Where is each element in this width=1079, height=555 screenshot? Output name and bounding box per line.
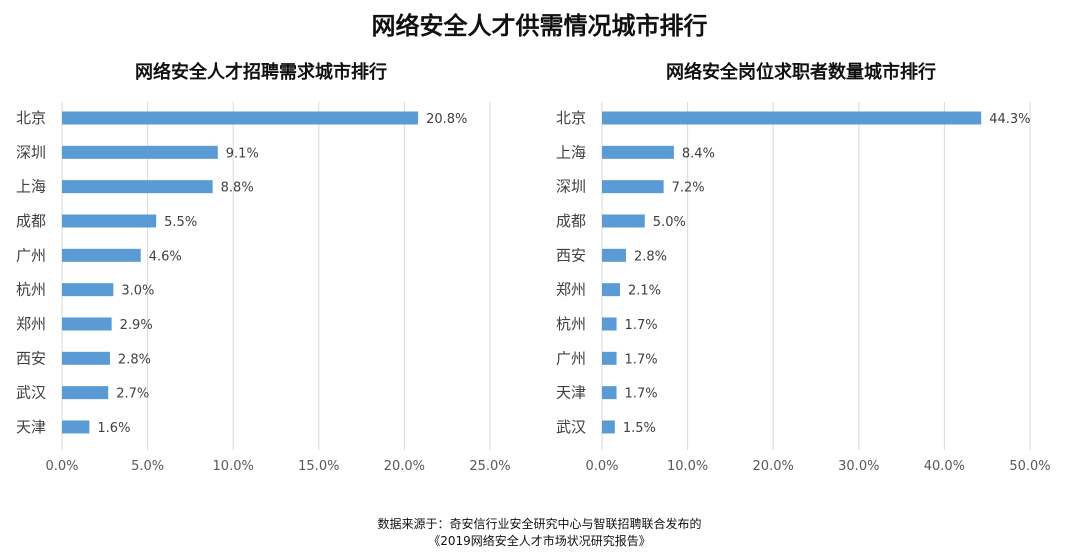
bar — [62, 283, 114, 297]
data-label: 4.6% — [149, 249, 182, 264]
x-tick-label: 15.0% — [298, 459, 339, 474]
category-label: 广州 — [556, 349, 586, 367]
data-label: 1.7% — [625, 387, 658, 402]
chart-recruitment-demand: 网络安全人才招聘需求城市排行 0.0% 5.0% 10.0% 15.0% 20.0% 25.… — [0, 52, 540, 482]
category-label: 杭州 — [556, 315, 586, 333]
bar — [602, 111, 982, 125]
bar — [62, 111, 419, 125]
data-label: 5.0% — [653, 215, 686, 230]
bar — [62, 317, 112, 331]
category-label: 北京 — [556, 109, 586, 127]
bar — [62, 180, 213, 194]
x-tick-label: 20.0% — [753, 459, 794, 474]
data-label: 7.2% — [672, 181, 705, 196]
x-tick-label: 25.0% — [469, 459, 510, 474]
data-label: 1.6% — [97, 421, 130, 436]
category-label: 广州 — [16, 246, 46, 264]
main-title: 网络安全人才供需情况城市排行 — [371, 12, 708, 40]
category-label: 郑州 — [16, 315, 46, 333]
x-tick-label: 10.0% — [213, 459, 254, 474]
x-tick-label: 20.0% — [384, 459, 425, 474]
data-label: 2.8% — [634, 249, 667, 264]
chart-job-seekers-svg: 网络安全岗位求职者数量城市排行 0.0% 10.0% 20.0% 30.0% 40.0% 5… — [556, 61, 1051, 474]
x-tick-label: 50.0% — [1009, 459, 1050, 474]
data-label: 1.7% — [625, 352, 658, 367]
x-tick-label: 30.0% — [838, 459, 879, 474]
bar — [62, 386, 109, 400]
bar — [62, 214, 157, 228]
x-tick-label: 5.0% — [131, 459, 164, 474]
x-tick-label: 0.0% — [585, 459, 618, 474]
category-label: 武汉 — [16, 384, 46, 402]
chart-job-seekers: 网络安全岗位求职者数量城市排行 0.0% 10.0% 20.0% 30.0% 40.0% 5… — [540, 52, 1079, 482]
bar — [62, 145, 218, 159]
category-label: 上海 — [556, 143, 586, 161]
source-note: 数据来源于：奇安信行业安全研究中心与智联招聘联合发布的 《2019网络安全人才市… — [0, 516, 1079, 550]
bar — [62, 420, 90, 434]
data-label: 44.3% — [989, 112, 1030, 127]
category-label: 成都 — [556, 212, 586, 230]
bar — [602, 145, 674, 159]
bar — [602, 283, 620, 297]
chart-recruitment-demand-svg: 网络安全人才招聘需求城市排行 0.0% 5.0% 10.0% 15.0% 20.0% 25.… — [16, 61, 511, 474]
bar — [602, 317, 617, 331]
bar — [602, 214, 645, 228]
source-line-1: 数据来源于：奇安信行业安全研究中心与智联招聘联合发布的 — [377, 517, 702, 531]
category-label: 西安 — [556, 246, 586, 264]
bar — [62, 351, 110, 365]
category-label: 西安 — [16, 349, 46, 367]
chart-title: 网络安全人才招聘需求城市排行 — [135, 61, 387, 83]
data-label: 5.5% — [164, 215, 197, 230]
category-label: 成都 — [16, 212, 46, 230]
category-label: 天津 — [556, 384, 586, 402]
data-label: 1.5% — [623, 421, 656, 436]
category-label: 杭州 — [16, 281, 46, 299]
bar — [62, 248, 141, 262]
data-label: 2.1% — [628, 284, 661, 299]
source-line-2: 《2019网络安全人才市场状况研究报告》 — [428, 534, 651, 548]
category-label: 北京 — [16, 109, 46, 127]
category-label: 深圳 — [556, 178, 586, 196]
bar — [602, 180, 664, 194]
category-label: 天津 — [16, 418, 46, 436]
category-label: 郑州 — [556, 281, 586, 299]
data-label: 20.8% — [426, 112, 467, 127]
category-label: 上海 — [16, 178, 46, 196]
bar — [602, 248, 626, 262]
data-label: 2.8% — [118, 352, 151, 367]
data-label: 1.7% — [625, 318, 658, 333]
x-tick-label: 10.0% — [667, 459, 708, 474]
category-label: 深圳 — [16, 143, 46, 161]
data-label: 2.7% — [116, 387, 149, 402]
bar — [602, 386, 617, 400]
chart-title: 网络安全岗位求职者数量城市排行 — [666, 61, 936, 83]
bar — [602, 351, 617, 365]
x-tick-label: 40.0% — [924, 459, 965, 474]
data-label: 3.0% — [121, 284, 154, 299]
x-tick-label: 0.0% — [45, 459, 78, 474]
data-label: 8.8% — [221, 181, 254, 196]
bar — [602, 420, 615, 434]
data-label: 8.4% — [682, 146, 715, 161]
category-label: 武汉 — [556, 418, 586, 436]
data-label: 2.9% — [120, 318, 153, 333]
data-label: 9.1% — [226, 146, 259, 161]
